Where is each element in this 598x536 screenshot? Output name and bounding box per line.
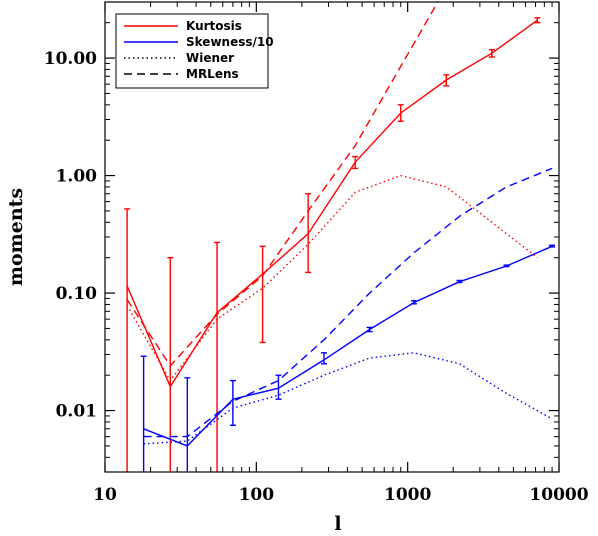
kurtosis-series-errorbar-9 <box>534 17 541 24</box>
x-tick-label: 100 <box>239 485 275 505</box>
blue-dashed-series-line <box>143 167 553 438</box>
y-tick-label: 0.01 <box>56 402 97 422</box>
y-tick-label: 10.00 <box>44 49 97 69</box>
kurtosis-series-errorbar-6 <box>397 104 404 122</box>
y-tick-label: 1.00 <box>56 167 98 187</box>
kurtosis-series-errorbar-2 <box>214 241 221 472</box>
kurtosis-series-errorbar-3 <box>259 245 266 344</box>
legend-entry-skewness-10: Skewness/10 <box>124 35 274 49</box>
skewness-10-series-errorbar-5 <box>366 326 373 333</box>
x-tick-label: 10000 <box>529 485 588 505</box>
legend: Kurtosis Skewness/10 Wiener MRLens <box>115 13 274 89</box>
kurtosis-series-errorbar-7 <box>443 74 450 87</box>
skewness-10-series-errorbar-3 <box>275 374 282 400</box>
chart-marks <box>124 2 556 472</box>
skewness-10-series-errorbar-7 <box>456 279 463 284</box>
skewness-10-series-errorbar-0 <box>140 355 147 472</box>
x-tick-label: 1000 <box>384 485 431 505</box>
blue-dotted-series-line <box>143 352 553 445</box>
kurtosis-series-errorbar-1 <box>167 256 174 472</box>
skewness-10-series-errorbar-9 <box>549 244 556 248</box>
skewness-10-series-errorbar-2 <box>229 379 236 426</box>
kurtosis-series-line <box>126 19 538 389</box>
kurtosis-series-errorbar-4 <box>305 193 312 274</box>
y-axis-title: moments <box>5 188 27 286</box>
skewness-10-series-errorbar-4 <box>321 352 328 365</box>
legend-label: MRLens <box>186 67 239 81</box>
kurtosis-series-errorbar-5 <box>352 155 359 170</box>
axis-ticks: 10 100 1000 10000 0.01 0.10 1.00 10.00 <box>44 1 589 505</box>
kurtosis-series-errorbar-0 <box>124 208 131 472</box>
kurtosis-series-errorbar-8 <box>488 48 495 58</box>
legend-label: Skewness/10 <box>186 35 274 49</box>
legend-label: Wiener <box>186 51 234 65</box>
x-tick-label: 10 <box>93 485 117 505</box>
red-dashed-series-line <box>126 2 439 368</box>
legend-entry-kurtosis: Kurtosis <box>124 19 242 33</box>
legend-entry-wiener: Wiener <box>124 51 234 65</box>
skewness-10-series-errorbar-1 <box>184 377 191 472</box>
y-tick-label: 0.10 <box>56 284 98 304</box>
skewness-10-series-line <box>143 245 553 447</box>
skewness-10-series-errorbar-8 <box>503 264 510 268</box>
skewness-10-series-errorbar-6 <box>410 300 417 305</box>
legend-entry-mrlens: MRLens <box>124 67 239 81</box>
legend-label: Kurtosis <box>186 19 242 33</box>
x-axis-title: l <box>334 513 341 535</box>
